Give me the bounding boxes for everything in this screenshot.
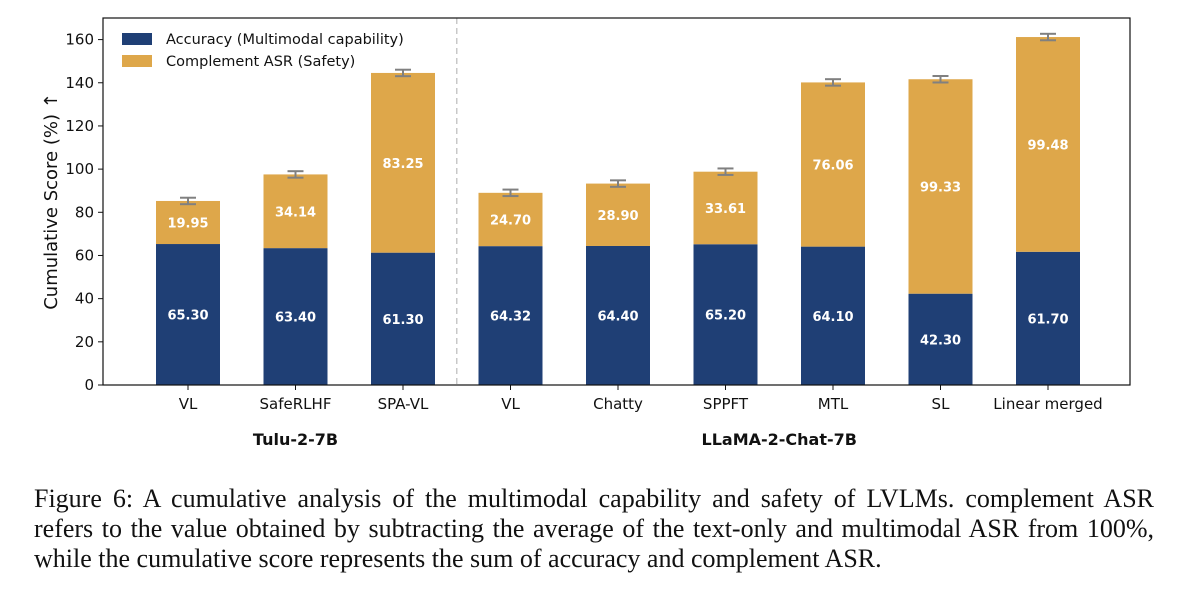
legend-swatch — [122, 33, 152, 45]
data-label-complement-asr: 24.70 — [490, 213, 531, 228]
data-label-accuracy: 61.70 — [1027, 312, 1068, 327]
y-tick-label: 0 — [84, 376, 94, 394]
x-tick-label: SPPFT — [703, 395, 749, 413]
bar-accuracy — [693, 244, 758, 385]
x-tick-label: VL — [501, 395, 520, 413]
data-label-accuracy: 42.30 — [920, 333, 961, 348]
group-label: Tulu-2-7B — [253, 430, 338, 449]
bar-complement-asr — [801, 82, 865, 247]
y-tick-label: 120 — [65, 117, 94, 135]
bar-accuracy — [908, 293, 973, 385]
bar-complement-asr — [263, 174, 328, 249]
data-label-complement-asr: 34.14 — [275, 205, 316, 220]
data-label-complement-asr: 99.48 — [1027, 138, 1068, 153]
y-tick-label: 60 — [75, 246, 94, 264]
stacked-bar-chart: 65.30 19.95 VL 63.40 34.14 SafeRLHF 61.30 83.25… — [41, 17, 1131, 449]
data-label-accuracy: 65.30 — [167, 309, 208, 324]
data-label-accuracy: 64.40 — [597, 309, 638, 324]
bar-accuracy — [1016, 251, 1080, 385]
bar-complement-asr — [693, 171, 758, 245]
data-label-accuracy: 63.40 — [275, 311, 316, 326]
x-tick-label: Chatty — [593, 395, 643, 413]
group-label: LLaMA-2-Chat-7B — [702, 430, 857, 449]
x-tick-label: SafeRLHF — [260, 395, 332, 413]
plot-frame — [102, 17, 1131, 386]
x-tick-label: SPA-VL — [378, 395, 429, 413]
bar-complement-asr — [478, 192, 543, 247]
x-tick-label: Linear merged — [993, 395, 1102, 413]
bar-accuracy — [478, 246, 543, 385]
x-tick-label: SL — [932, 395, 951, 413]
x-tick-label: VL — [179, 395, 198, 413]
y-tick-label: 80 — [75, 203, 94, 221]
data-label-accuracy: 65.20 — [705, 309, 746, 324]
y-tick-label: 20 — [75, 333, 94, 351]
figure-caption: Figure 6: A cumulative analysis of the m… — [34, 484, 1154, 573]
x-tick-label: MTL — [818, 395, 849, 413]
bar-complement-asr — [1016, 37, 1080, 252]
bar-accuracy — [371, 252, 435, 385]
y-tick-label: 160 — [65, 31, 94, 49]
data-label-accuracy: 64.10 — [812, 310, 853, 325]
bar-accuracy — [263, 248, 328, 385]
data-label-complement-asr: 28.90 — [597, 209, 638, 224]
data-label-complement-asr: 33.61 — [705, 202, 746, 217]
y-tick-label: 100 — [65, 160, 94, 178]
y-tick-label: 140 — [65, 74, 94, 92]
bar-complement-asr — [586, 183, 650, 246]
bar-accuracy — [156, 244, 220, 385]
legend-label: Accuracy (Multimodal capability) — [166, 32, 404, 48]
data-label-complement-asr: 99.33 — [920, 180, 961, 195]
legend-swatch — [122, 55, 152, 67]
data-label-accuracy: 61.30 — [382, 313, 423, 328]
y-tick-label: 40 — [75, 290, 94, 308]
bar-complement-asr — [156, 200, 220, 245]
bar-accuracy — [801, 246, 865, 385]
bar-complement-asr — [908, 79, 973, 294]
legend-label: Complement ASR (Safety) — [166, 54, 355, 70]
y-axis-label: Cumulative Score (%) ↑ — [41, 93, 62, 310]
data-label-complement-asr: 76.06 — [812, 159, 853, 174]
bar-complement-asr — [371, 72, 435, 253]
data-label-complement-asr: 19.95 — [167, 216, 208, 231]
bar-accuracy — [586, 245, 650, 385]
data-label-accuracy: 64.32 — [490, 310, 531, 325]
data-label-complement-asr: 83.25 — [382, 157, 423, 172]
